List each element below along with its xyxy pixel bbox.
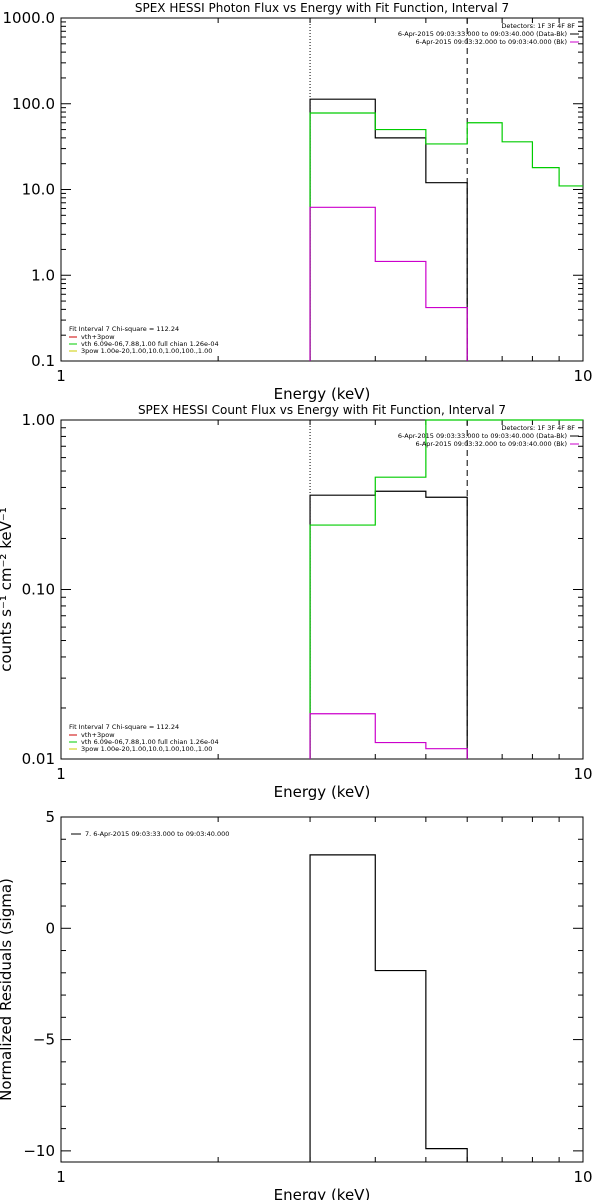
y-axis-ticks bbox=[61, 17, 583, 362]
plot-frame bbox=[60, 419, 584, 760]
x-axis-label: Energy (keV) bbox=[274, 783, 371, 801]
series-step-2 bbox=[309, 713, 468, 759]
y-tick-label: 100.0 bbox=[12, 95, 55, 113]
detector-legend: Detectors: 1F 3F 4F 8F6-Apr-2015 09:03:3… bbox=[398, 22, 579, 46]
panel-photon: SPEX HESSI Photon Flux vs Energy with Fi… bbox=[3, 1, 593, 403]
detector-interval-text: 6-Apr-2015 09:03:32.000 to 09:03:40.000 … bbox=[416, 440, 567, 448]
x-tick-label: 1 bbox=[56, 367, 66, 385]
y-tick-label: 5 bbox=[45, 808, 55, 826]
detector-interval-text: 6-Apr-2015 09:03:32.000 to 09:03:40.000 … bbox=[416, 38, 567, 46]
x-axis-label: Energy (keV) bbox=[274, 385, 371, 403]
plot-frame bbox=[60, 17, 584, 362]
chart-title: SPEX HESSI Count Flux vs Energy with Fit… bbox=[138, 403, 506, 417]
panel-count: SPEX HESSI Count Flux vs Energy with Fit… bbox=[0, 403, 593, 801]
detector-text: Detectors: 1F 3F 4F 8F bbox=[501, 424, 575, 432]
y-axis-label: Normalized Residuals (sigma) bbox=[0, 878, 15, 1101]
series-step-0 bbox=[309, 854, 468, 1162]
fit-legend: Fit Interval 7 Chi-square = 112.24vth+3p… bbox=[69, 325, 219, 355]
fit-legend-label: vth+3pow bbox=[81, 333, 115, 341]
residual-legend: 7. 6-Apr-2015 09:03:33.000 to 09:03:40.0… bbox=[71, 830, 229, 838]
fit-legend: Fit Interval 7 Chi-square = 112.24vth+3p… bbox=[69, 723, 219, 753]
x-axis-ticks bbox=[60, 18, 584, 361]
fit-header-text: Fit Interval 7 Chi-square = 112.24 bbox=[69, 325, 179, 333]
y-tick-label: −10 bbox=[23, 1142, 55, 1160]
y-tick-label: −5 bbox=[33, 1031, 55, 1049]
y-tick-label: 0.10 bbox=[22, 581, 55, 599]
y-tick-label: 0 bbox=[45, 919, 55, 937]
residual-legend-label: 7. 6-Apr-2015 09:03:33.000 to 09:03:40.0… bbox=[85, 830, 229, 838]
panel-resid: 1 10 −10 −5 0 5 Energy (keV) Normalized Residua… bbox=[0, 808, 593, 1200]
plot-frame bbox=[60, 816, 584, 1163]
detector-interval-text: 6-Apr-2015 09:03:33.000 to 09:03:40.000 … bbox=[398, 30, 567, 38]
y-tick-label: 1000.0 bbox=[3, 9, 56, 27]
y-tick-label: 1.0 bbox=[31, 266, 55, 284]
x-axis-label: Energy (keV) bbox=[274, 1186, 371, 1200]
series-step-1 bbox=[309, 419, 583, 759]
y-tick-label: 0.1 bbox=[31, 352, 55, 370]
fit-legend-label: vth 6.09e-06,7.88,1.00 full chian 1.26e-… bbox=[81, 738, 219, 746]
x-tick-label: 10 bbox=[573, 1168, 592, 1186]
x-tick-label: 10 bbox=[573, 765, 592, 783]
x-tick-label: 10 bbox=[573, 367, 592, 385]
detector-interval-text: 6-Apr-2015 09:03:33.000 to 09:03:40.000 … bbox=[398, 432, 567, 440]
chart-title: SPEX HESSI Photon Flux vs Energy with Fi… bbox=[135, 1, 509, 15]
x-tick-label: 1 bbox=[56, 765, 66, 783]
detector-legend: Detectors: 1F 3F 4F 8F6-Apr-2015 09:03:3… bbox=[398, 424, 579, 448]
fit-legend-label: 3pow 1.00e-20,1.00,10.0,1.00,100.,1.00 bbox=[81, 347, 212, 355]
y-tick-label: 10.0 bbox=[22, 181, 55, 199]
series-group bbox=[309, 419, 583, 759]
x-axis-ticks bbox=[60, 420, 584, 759]
y-axis-ticks bbox=[61, 816, 583, 1152]
y-tick-label: 0.01 bbox=[22, 750, 55, 768]
series-step-1 bbox=[309, 112, 583, 361]
x-tick-label: 1 bbox=[56, 1168, 66, 1186]
series-group bbox=[309, 854, 468, 1162]
fit-legend-label: vth 6.09e-06,7.88,1.00 full chian 1.26e-… bbox=[81, 340, 219, 348]
fit-header-text: Fit Interval 7 Chi-square = 112.24 bbox=[69, 723, 179, 731]
series-step-0 bbox=[309, 98, 468, 361]
series-group bbox=[309, 98, 583, 361]
x-axis-ticks bbox=[60, 817, 584, 1162]
y-axis-label: counts s⁻¹ cm⁻² keV⁻¹ bbox=[0, 507, 15, 672]
y-tick-label: 1.00 bbox=[22, 411, 55, 429]
y-axis-ticks bbox=[61, 419, 583, 760]
series-step-2 bbox=[309, 206, 468, 361]
fit-legend-label: 3pow 1.00e-20,1.00,10.0,1.00,100.,1.00 bbox=[81, 745, 212, 753]
series-step-0 bbox=[309, 490, 468, 759]
detector-text: Detectors: 1F 3F 4F 8F bbox=[501, 22, 575, 30]
fit-legend-label: vth+3pow bbox=[81, 731, 115, 739]
